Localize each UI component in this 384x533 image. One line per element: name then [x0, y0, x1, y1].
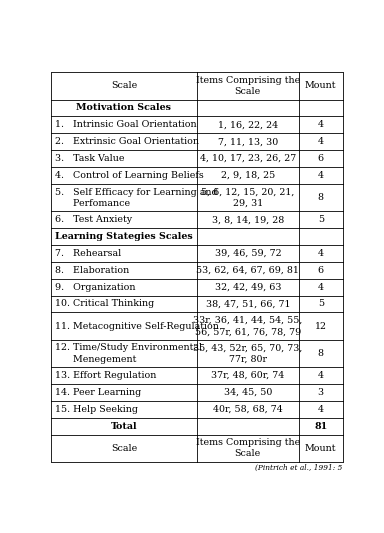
Text: 6.   Test Anxiety: 6. Test Anxiety: [55, 215, 132, 224]
Text: 3, 8, 14, 19, 28: 3, 8, 14, 19, 28: [212, 215, 284, 224]
Text: 4: 4: [318, 120, 324, 130]
Text: 35, 43, 52r, 65, 70, 73,
77r, 80r: 35, 43, 52r, 65, 70, 73, 77r, 80r: [193, 343, 303, 364]
Text: 40r, 58, 68, 74: 40r, 58, 68, 74: [213, 405, 283, 414]
Text: 5.   Self Efficacy for Learning and
      Perfomance: 5. Self Efficacy for Learning and Perfom…: [55, 188, 217, 208]
Text: 5: 5: [318, 215, 324, 224]
Text: 1, 16, 22, 24: 1, 16, 22, 24: [218, 120, 278, 130]
Text: 39, 46, 59, 72: 39, 46, 59, 72: [215, 249, 281, 258]
Text: 5: 5: [318, 300, 324, 309]
Text: Motivation Scales: Motivation Scales: [76, 103, 171, 112]
Text: 1.   Intrinsic Goal Orientation: 1. Intrinsic Goal Orientation: [55, 120, 196, 130]
Text: 4.   Control of Learning Beliefs: 4. Control of Learning Beliefs: [55, 171, 203, 180]
Text: 2.   Extrinsic Goal Orientation: 2. Extrinsic Goal Orientation: [55, 137, 199, 146]
Text: 5, 6, 12, 15, 20, 21,
29, 31: 5, 6, 12, 15, 20, 21, 29, 31: [201, 188, 295, 208]
Text: 8.   Elaboration: 8. Elaboration: [55, 266, 129, 275]
Text: 81: 81: [314, 422, 328, 431]
Text: 53, 62, 64, 67, 69, 81: 53, 62, 64, 67, 69, 81: [196, 266, 299, 275]
Text: 4: 4: [318, 405, 324, 414]
Text: Total: Total: [111, 422, 137, 431]
Text: 4: 4: [318, 171, 324, 180]
Text: 13. Effort Regulation: 13. Effort Regulation: [55, 371, 156, 380]
Text: 14. Peer Learning: 14. Peer Learning: [55, 388, 141, 397]
Text: 38, 47, 51, 66, 71: 38, 47, 51, 66, 71: [205, 300, 290, 309]
Text: 10. Critical Thinking: 10. Critical Thinking: [55, 300, 154, 309]
Text: 6: 6: [318, 266, 324, 275]
Text: Mount: Mount: [305, 444, 336, 453]
Text: 4: 4: [318, 371, 324, 380]
Text: Learning Stategies Scales: Learning Stategies Scales: [55, 232, 193, 241]
Text: 3.   Task Value: 3. Task Value: [55, 154, 124, 163]
Text: 15. Help Seeking: 15. Help Seeking: [55, 405, 137, 414]
Text: 4, 10, 17, 23, 26, 27: 4, 10, 17, 23, 26, 27: [200, 154, 296, 163]
Text: Scale: Scale: [111, 82, 137, 91]
Text: 12: 12: [315, 321, 327, 330]
Text: 8: 8: [318, 193, 324, 202]
Text: 6: 6: [318, 154, 324, 163]
Text: 3: 3: [318, 388, 324, 397]
Text: 8: 8: [318, 349, 324, 358]
Text: 7.   Rehearsal: 7. Rehearsal: [55, 249, 121, 258]
Text: 4: 4: [318, 282, 324, 292]
Text: 37r, 48, 60r, 74: 37r, 48, 60r, 74: [211, 371, 285, 380]
Text: 32, 42, 49, 63: 32, 42, 49, 63: [215, 282, 281, 292]
Text: 11. Metacognitive Self-Regulation: 11. Metacognitive Self-Regulation: [55, 321, 218, 330]
Text: 4: 4: [318, 249, 324, 258]
Text: 4: 4: [318, 137, 324, 146]
Text: 33r, 36, 41, 44, 54, 55,
56, 57r, 61, 76, 78, 79: 33r, 36, 41, 44, 54, 55, 56, 57r, 61, 76…: [193, 316, 303, 336]
Text: 12. Time/Study Environmental
      Menegement: 12. Time/Study Environmental Menegement: [55, 343, 202, 364]
Text: 34, 45, 50: 34, 45, 50: [223, 388, 272, 397]
Text: Mount: Mount: [305, 82, 336, 91]
Text: (Pintrich et al., 1991: 5: (Pintrich et al., 1991: 5: [255, 464, 343, 472]
Text: 9.   Organization: 9. Organization: [55, 282, 135, 292]
Text: Items Comprising the
Scale: Items Comprising the Scale: [196, 76, 300, 96]
Text: Scale: Scale: [111, 444, 137, 453]
Text: 2, 9, 18, 25: 2, 9, 18, 25: [221, 171, 275, 180]
Text: Items Comprising the
Scale: Items Comprising the Scale: [196, 438, 300, 458]
Text: 7, 11, 13, 30: 7, 11, 13, 30: [218, 137, 278, 146]
